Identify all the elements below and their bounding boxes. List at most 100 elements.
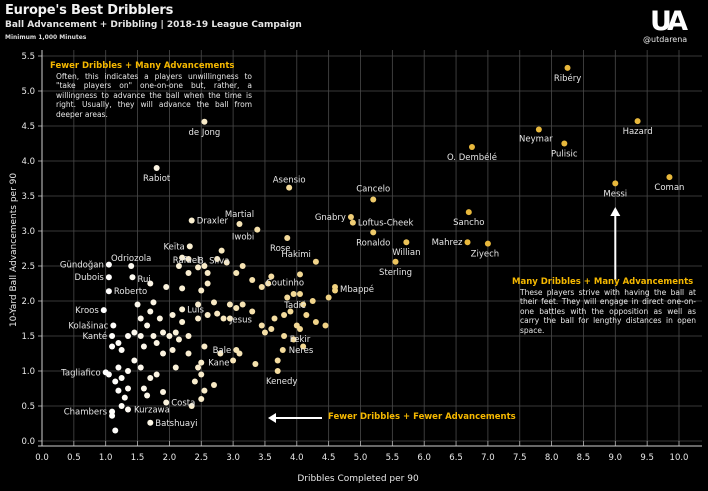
data-point	[312, 319, 319, 325]
data-point	[112, 427, 119, 434]
data-point	[118, 403, 125, 409]
annotation-bottom-arrow: Fewer Dribbles + Fewer Advancements	[328, 412, 516, 422]
data-point	[105, 274, 112, 281]
x-tick-label: 4.0	[290, 453, 304, 463]
point-label: Sancho	[453, 218, 484, 228]
data-point	[666, 174, 673, 181]
data-point	[147, 280, 154, 287]
data-point	[535, 126, 542, 133]
x-tick-label: 4.5	[322, 453, 336, 463]
data-point	[112, 378, 119, 385]
data-point	[249, 308, 256, 315]
point-label: Gnabry	[315, 213, 346, 223]
data-point	[290, 336, 297, 343]
data-point	[169, 347, 176, 353]
data-point	[204, 280, 211, 287]
point-label: Bale	[213, 346, 232, 356]
data-point	[296, 291, 303, 297]
point-label: Tadić	[283, 300, 306, 311]
data-point	[153, 165, 160, 171]
data-point	[102, 369, 109, 376]
point-label: Kanté	[82, 331, 107, 342]
x-tick-label: 2.0	[163, 453, 177, 463]
x-tick-label: 8.0	[545, 453, 559, 463]
point-label: Loftus-Cheek	[358, 219, 414, 229]
point-label: Odriozola	[111, 254, 151, 264]
y-tick-label: 2.5	[21, 262, 35, 272]
data-point	[163, 399, 170, 406]
data-point	[261, 329, 268, 336]
data-point	[258, 284, 265, 290]
data-point	[188, 403, 195, 409]
data-point	[131, 357, 138, 364]
point-label: Coutinho	[266, 278, 304, 288]
brand-handle: @utdarena	[643, 35, 688, 44]
data-point	[109, 333, 116, 339]
point-label: Cancelo	[356, 185, 390, 195]
x-tick-label: 0.0	[35, 453, 49, 463]
data-point	[160, 389, 167, 395]
y-tick-label: 5.0	[21, 87, 35, 97]
data-point	[464, 239, 471, 246]
data-point	[109, 408, 116, 415]
axes	[38, 50, 702, 447]
annotation-top-left-body: Often, this indicates a players unwillin…	[56, 71, 252, 119]
point-label: Rafael	[173, 256, 200, 266]
data-point	[230, 357, 237, 364]
x-axis-label: Dribbles Completed per 90	[297, 474, 419, 484]
data-point	[179, 254, 186, 261]
x-tick-label: 3.5	[258, 453, 272, 463]
data-point	[214, 256, 221, 262]
data-point	[349, 219, 356, 226]
point-label: Coman	[654, 183, 684, 193]
annotation-top-left: Fewer Dribbles + Many Advancements Often…	[50, 61, 252, 119]
data-point	[147, 375, 154, 381]
data-point	[118, 347, 125, 353]
x-tick-label: 9.5	[640, 453, 654, 463]
point-label: Kurzawa	[134, 406, 170, 416]
data-point	[201, 387, 208, 394]
y-tick-label: 1.0	[21, 367, 35, 377]
arrow-up-head	[610, 207, 621, 216]
point-label: Kroos	[75, 306, 99, 316]
data-point	[268, 273, 275, 280]
data-point	[160, 329, 167, 336]
point-label: Draxler	[197, 217, 229, 227]
data-point	[274, 368, 281, 374]
x-tick-label: 6.5	[449, 453, 463, 463]
point-label: Costa	[171, 399, 195, 409]
point-label: Hazard	[623, 127, 653, 137]
data-point	[172, 364, 179, 371]
data-point	[300, 343, 307, 350]
data-point	[218, 247, 225, 254]
data-point	[403, 239, 410, 246]
x-tick-label: 7.5	[513, 453, 527, 463]
tick-labels: 0.0 0.5 1.0 1.5 2.0 2.5 3.0 3.5 4.0 4.5 5.0 5.5 6.0 6…	[21, 52, 688, 463]
data-point	[210, 382, 217, 388]
data-point	[309, 298, 316, 304]
chart-subtitle: Ball Advancement + Dribbling | 2018-19 L…	[5, 20, 302, 30]
point-label: Mahrez	[432, 238, 463, 248]
data-point	[156, 315, 163, 322]
data-point	[274, 357, 281, 364]
annotation-top-left-heading: Fewer Dribbles + Many Advancements	[50, 61, 235, 71]
y-tick-label: 5.5	[21, 52, 35, 62]
point-label: Hakimi	[281, 250, 311, 260]
data-point	[223, 259, 230, 266]
data-point	[153, 340, 160, 346]
data-point	[347, 214, 354, 220]
data-point	[115, 340, 122, 346]
point-label: Martial	[225, 210, 254, 220]
data-point	[110, 322, 117, 329]
data-point	[179, 285, 186, 292]
point-label: Neymar	[519, 135, 553, 145]
x-tick-label: 9.0	[609, 453, 623, 463]
point-label: Iwobi	[232, 233, 254, 243]
data-point	[201, 343, 208, 350]
point-label: Pulisic	[551, 150, 578, 160]
y-tick-label: 3.0	[21, 227, 35, 237]
data-point	[236, 221, 243, 227]
data-point	[271, 315, 278, 322]
point-label: Gündoğan	[60, 261, 104, 271]
point-label: Tagliafico	[60, 368, 101, 378]
